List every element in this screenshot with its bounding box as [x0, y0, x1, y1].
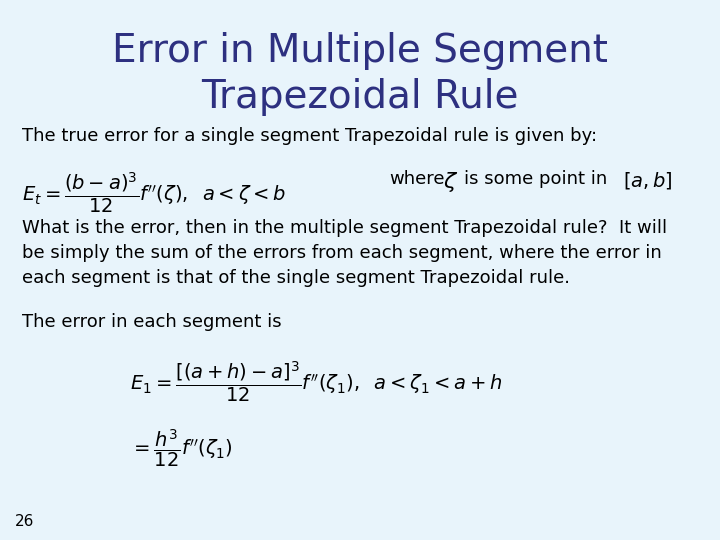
Text: $[a,b]$: $[a,b]$ [623, 170, 672, 191]
Text: Error in Multiple Segment: Error in Multiple Segment [112, 32, 608, 70]
Text: The error in each segment is: The error in each segment is [22, 313, 282, 331]
Text: Trapezoidal Rule: Trapezoidal Rule [202, 78, 518, 116]
Text: What is the error, then in the multiple segment Trapezoidal rule?  It will: What is the error, then in the multiple … [22, 219, 667, 237]
Text: 26: 26 [14, 514, 34, 529]
Text: where: where [389, 170, 444, 188]
Text: $\zeta$: $\zeta$ [443, 170, 458, 194]
Text: The true error for a single segment Trapezoidal rule is given by:: The true error for a single segment Trap… [22, 127, 597, 145]
Text: $= \dfrac{h^3}{12} f''(\zeta_1)$: $= \dfrac{h^3}{12} f''(\zeta_1)$ [130, 427, 233, 469]
Text: $E_1 = \dfrac{\left[(a+h)-a\right]^3}{12} f''(\zeta_1), \;\; a < \zeta_1 < a+h$: $E_1 = \dfrac{\left[(a+h)-a\right]^3}{12… [130, 359, 502, 404]
Text: be simply the sum of the errors from each segment, where the error in: be simply the sum of the errors from eac… [22, 244, 662, 262]
Text: is some point in: is some point in [464, 170, 608, 188]
Text: each segment is that of the single segment Trapezoidal rule.: each segment is that of the single segme… [22, 269, 570, 287]
Text: $E_t = \dfrac{(b-a)^3}{12} f''(\zeta), \;\; a < \zeta < b$: $E_t = \dfrac{(b-a)^3}{12} f''(\zeta), \… [22, 170, 286, 215]
